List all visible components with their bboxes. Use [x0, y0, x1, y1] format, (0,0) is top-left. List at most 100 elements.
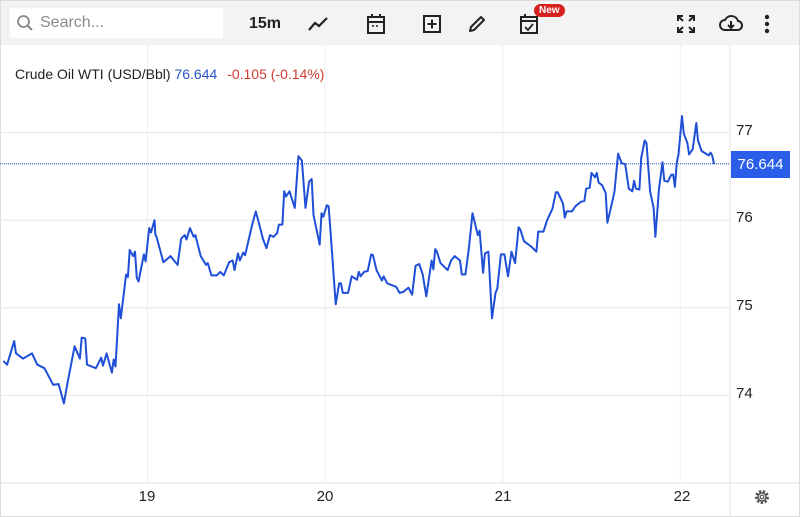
- last-price-label: 76.644: [731, 151, 790, 178]
- data-point: [596, 172, 598, 174]
- y-tick-label: 75: [736, 297, 753, 314]
- line-chart-icon: [308, 17, 328, 31]
- download-button[interactable]: [717, 11, 745, 37]
- data-point: [223, 274, 225, 276]
- data-point: [143, 253, 145, 255]
- interval-selector[interactable]: 15m: [249, 15, 282, 32]
- data-point: [66, 382, 69, 384]
- data-point: [301, 160, 303, 162]
- data-point: [255, 210, 257, 213]
- instrument-legend: Crude Oil WTI (USD/Bbl) 76.644 -0.105 (-…: [15, 66, 324, 82]
- data-point: [251, 223, 253, 226]
- data-point: [628, 188, 630, 190]
- search-input[interactable]: [38, 13, 212, 33]
- data-point: [649, 190, 651, 192]
- chart-type-button[interactable]: [305, 11, 331, 37]
- data-point: [708, 154, 710, 156]
- data-point: [670, 174, 672, 176]
- data-point: [327, 205, 330, 207]
- data-point: [635, 188, 637, 190]
- data-point: [125, 273, 127, 276]
- data-point: [127, 276, 129, 278]
- data-point: [304, 207, 307, 209]
- x-tick-label: 21: [494, 488, 512, 505]
- data-point: [638, 188, 641, 191]
- data-point: [654, 236, 657, 238]
- data-point: [84, 337, 86, 340]
- data-point: [207, 262, 209, 264]
- data-point: [518, 226, 520, 228]
- data-point: [6, 364, 8, 366]
- data-point: [709, 152, 712, 154]
- data-point: [478, 230, 481, 232]
- data-point: [228, 261, 230, 263]
- data-point: [386, 282, 388, 284]
- data-point: [136, 277, 138, 279]
- data-point: [58, 383, 60, 385]
- data-point: [278, 223, 280, 226]
- data-point: [200, 255, 202, 257]
- data-point: [43, 367, 46, 369]
- data-point: [695, 122, 697, 124]
- data-point: [624, 163, 626, 165]
- data-point: [633, 180, 635, 182]
- data-point: [129, 249, 131, 251]
- data-point: [244, 254, 246, 256]
- events-button[interactable]: [516, 11, 542, 37]
- data-point: [272, 236, 275, 238]
- data-point: [415, 265, 417, 267]
- date-range-button[interactable]: [363, 11, 389, 37]
- data-point: [356, 279, 358, 281]
- data-point: [565, 210, 568, 213]
- fullscreen-button[interactable]: [673, 11, 699, 37]
- pencil-icon: [469, 16, 485, 32]
- x-tick-label: 19: [138, 488, 156, 505]
- data-point: [500, 253, 502, 255]
- data-point: [320, 212, 323, 214]
- more-button[interactable]: [759, 11, 775, 37]
- calendar-icon: [367, 14, 385, 34]
- data-point: [205, 264, 207, 266]
- data-point: [120, 317, 122, 319]
- data-point: [487, 251, 490, 253]
- add-indicator-icon: [423, 15, 441, 33]
- search-box[interactable]: [10, 8, 223, 38]
- data-point: [132, 255, 134, 257]
- data-point: [601, 184, 603, 186]
- data-point: [177, 264, 179, 266]
- data-point: [81, 336, 83, 339]
- draw-button[interactable]: [464, 11, 490, 37]
- x-tick-label: 22: [673, 488, 691, 505]
- data-point: [681, 115, 683, 117]
- legend-change: -0.105 (-0.14%): [227, 66, 325, 82]
- x-tick-label: 20: [316, 488, 334, 505]
- data-point: [571, 210, 573, 213]
- data-point: [439, 262, 442, 264]
- add-indicator-button[interactable]: [419, 11, 445, 37]
- more-vertical-icon: [764, 14, 770, 34]
- data-point: [154, 234, 157, 236]
- data-point: [311, 178, 313, 180]
- data-point: [613, 190, 616, 192]
- data-point: [663, 180, 665, 182]
- data-point: [86, 364, 88, 366]
- data-point: [347, 292, 349, 294]
- data-point: [359, 275, 362, 277]
- data-point: [63, 402, 65, 404]
- data-point: [482, 272, 484, 274]
- data-point: [422, 273, 424, 276]
- data-point: [484, 252, 486, 255]
- data-point: [514, 262, 516, 264]
- data-point: [258, 223, 260, 226]
- toolbar: 15m New: [1, 1, 799, 45]
- data-point: [276, 232, 278, 234]
- settings-button[interactable]: [753, 488, 771, 511]
- data-point: [312, 214, 315, 216]
- calendar-check-icon: [520, 14, 538, 34]
- data-point: [411, 294, 413, 296]
- data-point: [562, 202, 564, 205]
- data-point: [644, 139, 646, 142]
- data-point: [367, 270, 369, 272]
- data-point: [551, 208, 553, 210]
